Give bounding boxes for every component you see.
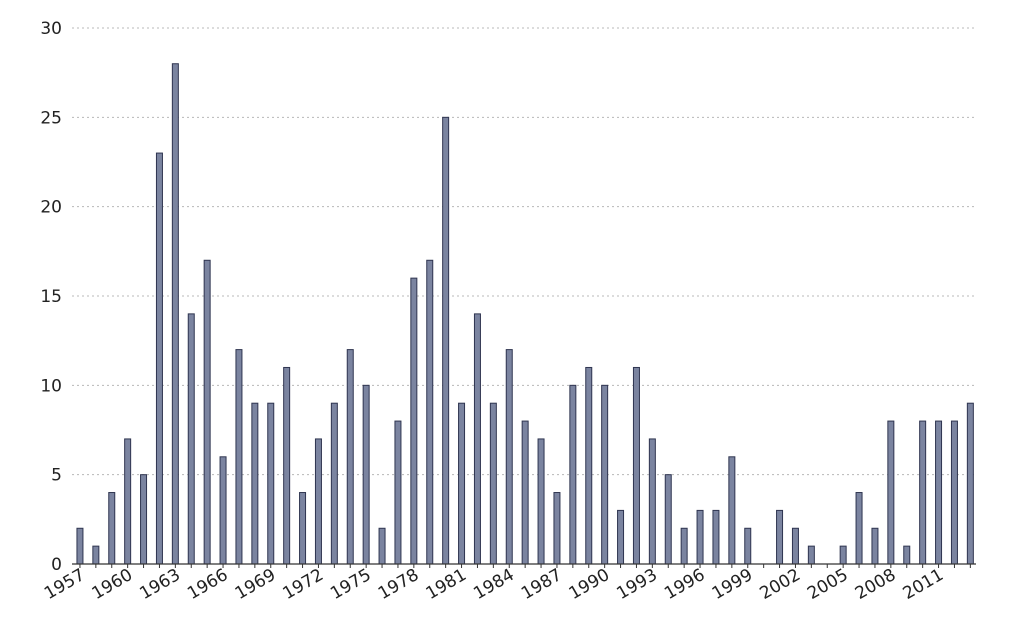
bar-1957 <box>76 527 84 565</box>
bar-1991 <box>617 509 625 565</box>
x-tick-label: 1966 <box>184 565 231 604</box>
bar-1985 <box>521 420 529 565</box>
x-tick-label: 1984 <box>470 565 517 604</box>
bar-2005 <box>839 545 847 565</box>
bar-1975 <box>362 384 370 565</box>
bar-1973 <box>330 402 338 565</box>
bar-2008 <box>887 420 895 565</box>
bar-1969 <box>267 402 275 565</box>
x-tick-label: 1996 <box>661 565 708 604</box>
bar-1982 <box>473 313 481 565</box>
bar-1971 <box>299 492 307 565</box>
bar-1988 <box>569 384 577 565</box>
bar-1995 <box>680 527 688 565</box>
bar-2010 <box>919 420 927 565</box>
x-tick-label: 1993 <box>613 565 660 604</box>
bar-2009 <box>903 545 911 565</box>
bar-1976 <box>378 527 386 565</box>
x-tick-label: 1975 <box>327 565 374 604</box>
bar-1960 <box>124 438 132 565</box>
bar-1994 <box>664 474 672 565</box>
bar-1990 <box>601 384 609 565</box>
bar-1966 <box>219 456 227 565</box>
x-tick-label: 1969 <box>232 565 279 604</box>
bar-1963 <box>171 63 179 565</box>
bar-2006 <box>855 492 863 565</box>
x-tick-label: 1957 <box>41 565 88 604</box>
bar-1987 <box>553 492 561 565</box>
bar-1970 <box>283 366 291 565</box>
bar-2001 <box>776 509 784 565</box>
bar-1986 <box>537 438 545 565</box>
x-tick-label: 1999 <box>709 565 756 604</box>
bar-1979 <box>426 259 434 565</box>
bar-1959 <box>108 492 116 565</box>
bar-2002 <box>791 527 799 565</box>
x-tick-label: 2002 <box>756 565 803 604</box>
bar-1999 <box>744 527 752 565</box>
bar-1992 <box>632 366 640 565</box>
x-tick-label: 1978 <box>375 565 422 604</box>
bar-1961 <box>140 474 148 565</box>
bar-1965 <box>203 259 211 565</box>
bar-1980 <box>442 116 450 565</box>
y-tick-label: 0 <box>51 555 62 575</box>
bar-1978 <box>410 277 418 565</box>
bar-1998 <box>728 456 736 565</box>
bar-2013 <box>966 402 974 565</box>
bar-1984 <box>505 349 513 565</box>
x-tick-label: 2011 <box>900 565 947 604</box>
y-tick-label: 15 <box>40 287 62 307</box>
bar-1983 <box>489 402 497 565</box>
x-tick-label: 1972 <box>279 565 326 604</box>
bar-1993 <box>648 438 656 565</box>
bars <box>76 63 974 565</box>
bar-2011 <box>935 420 943 565</box>
y-tick-label: 20 <box>40 198 62 218</box>
x-tick-label: 1990 <box>566 565 613 604</box>
bar-1981 <box>458 402 466 565</box>
x-tick-label: 1963 <box>136 565 183 604</box>
x-tick-label: 2008 <box>852 565 899 604</box>
x-tick-label: 1960 <box>89 565 136 604</box>
bar-1968 <box>251 402 259 565</box>
bar-2007 <box>871 527 879 565</box>
bar-1967 <box>235 349 243 565</box>
bar-1962 <box>155 152 163 565</box>
bar-1964 <box>187 313 195 565</box>
x-tick-label: 1987 <box>518 565 565 604</box>
bar-2003 <box>807 545 815 565</box>
bar-1974 <box>346 349 354 565</box>
bar-1958 <box>92 545 100 565</box>
y-axis-ticks: 0 5 10 15 20 25 30 <box>40 19 62 575</box>
bar-1977 <box>394 420 402 565</box>
y-tick-label: 25 <box>40 108 62 128</box>
bar-1989 <box>585 366 593 565</box>
x-tick-label: 1981 <box>423 565 470 604</box>
x-axis-ticks: 1957 1960 1963 1966 1969 1972 1975 1978 1981 1984… <box>41 564 971 604</box>
bar-1972 <box>314 438 322 565</box>
bar-1997 <box>712 509 720 565</box>
y-tick-label: 5 <box>51 466 62 486</box>
bar-2012 <box>950 420 958 565</box>
bar-1996 <box>696 509 704 565</box>
x-tick-label: 2005 <box>804 565 851 604</box>
y-tick-label: 30 <box>40 19 62 39</box>
y-tick-label: 10 <box>40 376 62 396</box>
